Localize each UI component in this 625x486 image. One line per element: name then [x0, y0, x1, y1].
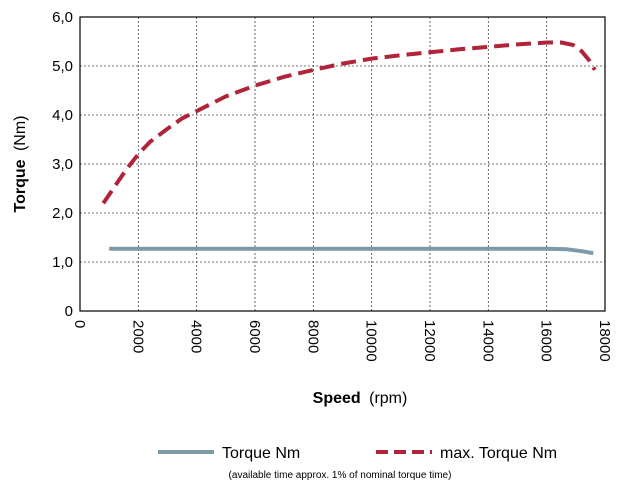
y-tick-label: 1,0: [52, 254, 73, 271]
x-axis-title-bold: Speed: [313, 390, 361, 407]
series-lines: [101, 40, 597, 256]
y-tick-label: 2,0: [52, 205, 73, 222]
x-tick-label: 12000: [421, 320, 438, 362]
x-tick-label: 10000: [363, 320, 380, 362]
x-tick-label: 14000: [479, 320, 496, 362]
x-tick-label: 8000: [304, 320, 321, 353]
series-line-torque: [109, 246, 594, 256]
x-axis-title: Speed (rpm): [313, 390, 408, 407]
legend-label-max-torque: max. Torque Nm: [440, 445, 557, 462]
y-tick-labels: 0 1,0 2,0 3,0 4,0 5,0 6,0: [52, 9, 73, 320]
x-tick-label: 18000: [596, 320, 613, 362]
x-tick-label: 16000: [538, 320, 555, 362]
y-tick-label: 6,0: [52, 9, 73, 26]
plot-frame: [79, 16, 606, 312]
legend: Torque Nm max. Torque Nm: [158, 445, 557, 462]
x-tick-label: 4000: [188, 320, 205, 353]
y-axis-title: Torque (Nm): [12, 115, 29, 212]
y-axis-title-bold: Torque: [12, 159, 29, 212]
x-tick-labels: 0 2000 4000 6000 8000 10000 12000 14000 16000 180…: [71, 320, 613, 362]
x-tick-label: 6000: [246, 320, 263, 353]
y-axis-title-unit: (Nm): [12, 115, 29, 151]
series-line-max-torque: [101, 40, 597, 205]
x-axis-title-unit: (rpm): [369, 390, 407, 407]
grid-lines: [80, 17, 605, 311]
y-tick-label: 3,0: [52, 156, 73, 173]
x-tick-label: 2000: [129, 320, 146, 353]
legend-label-torque: Torque Nm: [222, 445, 300, 462]
footnote: (available time approx. 1% of nominal to…: [229, 470, 452, 481]
y-tick-label: 5,0: [52, 58, 73, 75]
y-tick-label: 4,0: [52, 107, 73, 124]
y-tick-label: 0: [65, 303, 73, 320]
x-tick-label: 0: [71, 320, 88, 328]
